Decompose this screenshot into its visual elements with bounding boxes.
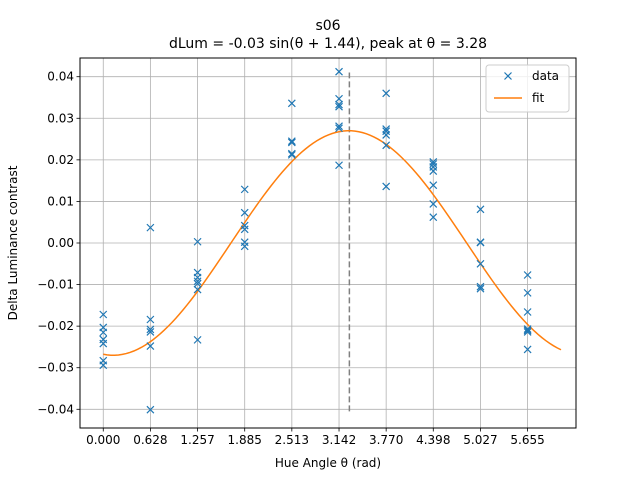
x-tick-label: 2.513 — [275, 433, 309, 447]
y-tick-label: 0.02 — [47, 153, 74, 167]
legend-data-label: data — [532, 69, 559, 83]
x-tick-label: 1.885 — [228, 433, 262, 447]
x-tick-label: 0.628 — [133, 433, 167, 447]
y-tick-label: −0.04 — [37, 402, 74, 416]
y-tick-label: −0.03 — [37, 361, 74, 375]
y-tick-label: 0.01 — [47, 194, 74, 208]
x-tick-label: 0.000 — [86, 433, 120, 447]
y-tick-label: −0.01 — [37, 278, 74, 292]
legend-fit-label: fit — [532, 91, 545, 105]
x-tick-label: 3.142 — [322, 433, 356, 447]
chart-subtitle: dLum = -0.03 sin(θ + 1.44), peak at θ = … — [169, 36, 487, 52]
x-axis-label: Hue Angle θ (rad) — [275, 456, 381, 470]
x-tick-label: 5.027 — [463, 433, 497, 447]
y-tick-label: 0.03 — [47, 111, 74, 125]
y-tick-label: 0.04 — [47, 70, 74, 84]
x-tick-label: 4.398 — [416, 433, 450, 447]
y-tick-label: −0.02 — [37, 319, 74, 333]
y-tick-label: 0.00 — [47, 236, 74, 250]
x-tick-label: 3.770 — [369, 433, 403, 447]
y-axis-label: Delta Luminance contrast — [6, 165, 20, 320]
x-tick-label: 5.655 — [510, 433, 544, 447]
chart-title: s06 — [315, 18, 340, 34]
legend: data fit — [486, 65, 569, 112]
x-tick-label: 1.257 — [180, 433, 214, 447]
